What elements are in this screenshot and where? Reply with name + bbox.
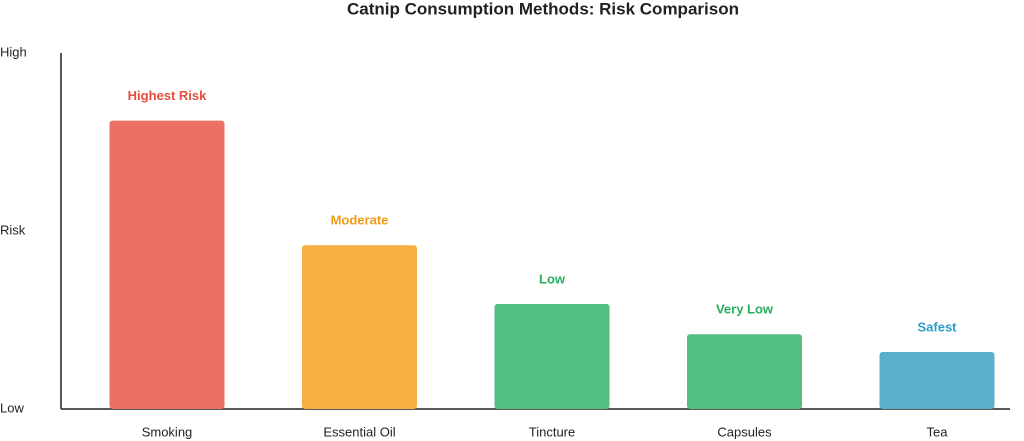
value-label: Very Low: [716, 302, 774, 317]
value-label: Highest Risk: [128, 88, 208, 103]
value-label: Safest: [917, 319, 957, 334]
value-label: Moderate: [331, 213, 389, 228]
y-axis-label: Risk: [0, 222, 26, 237]
bar: [302, 245, 417, 409]
bar: [109, 120, 225, 409]
y-tick-label: Low: [0, 400, 24, 415]
value-label: Low: [539, 271, 566, 286]
chart-title: Catnip Consumption Methods: Risk Compari…: [347, 0, 739, 18]
x-tick-label: Essential Oil: [323, 424, 395, 439]
bar: [687, 334, 802, 409]
x-tick-label: Tea: [927, 424, 949, 439]
y-tick-label: High: [0, 44, 27, 59]
x-tick-label: Capsules: [717, 424, 772, 439]
bar: [494, 303, 610, 409]
bar: [879, 352, 995, 409]
x-tick-label: Smoking: [142, 424, 193, 439]
x-tick-label: Tincture: [529, 424, 575, 439]
